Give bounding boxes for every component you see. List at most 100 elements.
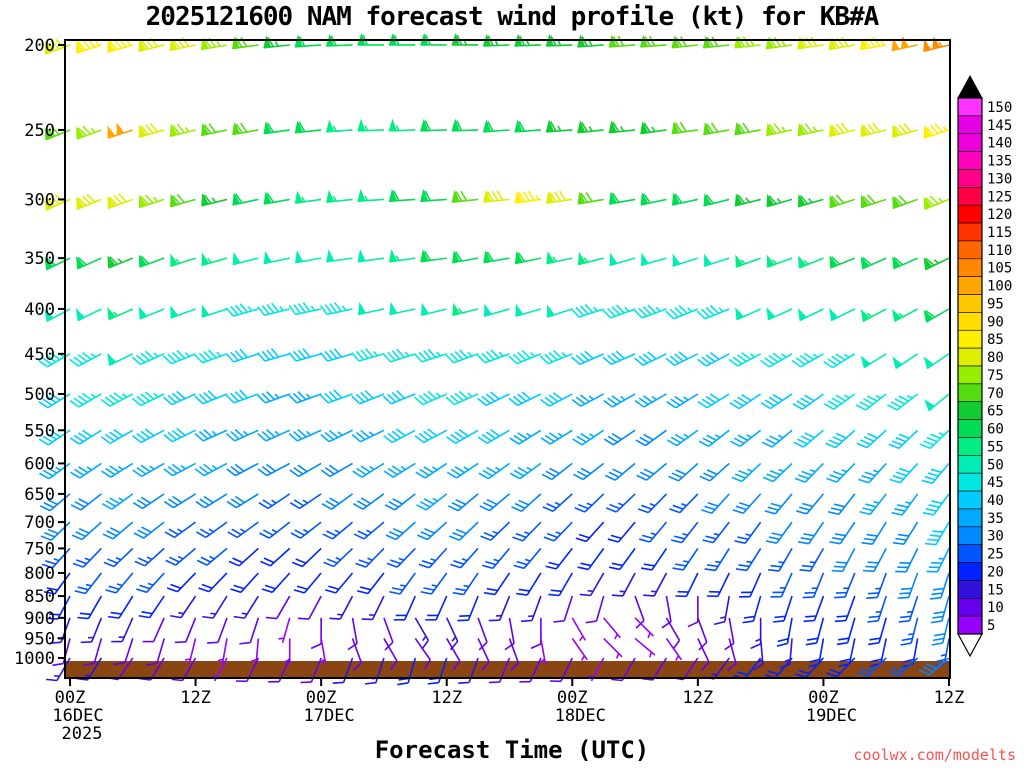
wind-barb bbox=[166, 572, 197, 593]
wind-barb bbox=[352, 462, 385, 478]
wind-barb bbox=[603, 617, 622, 640]
wind-barb bbox=[602, 350, 636, 366]
wind-barb bbox=[146, 638, 165, 666]
wind-barb bbox=[294, 120, 322, 134]
wind-barb bbox=[170, 253, 196, 267]
wind-barb bbox=[836, 617, 856, 646]
wind-barb bbox=[232, 121, 259, 136]
wind-barb bbox=[921, 462, 950, 485]
wind-barb bbox=[540, 392, 573, 407]
wind-barb bbox=[420, 188, 447, 203]
wind-barb bbox=[76, 38, 102, 54]
wind-barb bbox=[672, 547, 699, 571]
axis-text: 120 bbox=[987, 207, 1012, 223]
wind-barb bbox=[539, 350, 573, 365]
wind-barb bbox=[697, 617, 708, 651]
wind-barb bbox=[488, 595, 511, 622]
wind-barb bbox=[545, 119, 573, 133]
wind-barb bbox=[508, 638, 520, 672]
wind-barb bbox=[867, 595, 887, 623]
wind-barb bbox=[383, 462, 416, 478]
wind-barb bbox=[384, 493, 416, 511]
wind-barb bbox=[585, 595, 605, 624]
wind-barb bbox=[897, 572, 919, 600]
wind-barb bbox=[482, 547, 511, 570]
colorbar-segment bbox=[957, 508, 983, 528]
wind-barb bbox=[729, 393, 762, 410]
wind-barb bbox=[169, 37, 196, 52]
wind-barb bbox=[386, 547, 416, 568]
wind-barb bbox=[923, 353, 950, 370]
wind-barb bbox=[512, 521, 542, 542]
wind-barb bbox=[263, 191, 290, 205]
wind-barb bbox=[760, 352, 793, 368]
wind-barb bbox=[514, 119, 541, 133]
wind-barb bbox=[111, 617, 134, 643]
axis-text: 350 bbox=[24, 249, 55, 269]
wind-barb bbox=[382, 390, 416, 405]
wind-barb bbox=[764, 493, 793, 515]
colorbar-segment bbox=[957, 580, 983, 599]
wind-barb bbox=[734, 121, 761, 136]
wind-barb bbox=[69, 392, 102, 408]
wind-barb bbox=[319, 389, 353, 404]
wind-barb bbox=[289, 493, 322, 510]
wind-barb bbox=[131, 391, 165, 407]
wind-barb bbox=[634, 595, 645, 629]
wind-barb bbox=[164, 521, 197, 539]
wind-barb bbox=[108, 595, 134, 619]
colorbar-segment bbox=[957, 383, 983, 403]
wind-barb bbox=[571, 350, 605, 366]
wind-barb bbox=[388, 249, 416, 263]
wind-barb bbox=[643, 572, 668, 597]
wind-barb bbox=[734, 193, 761, 207]
wind-barb bbox=[451, 118, 479, 132]
wind-barb bbox=[509, 429, 542, 445]
wind-barb bbox=[513, 547, 542, 570]
wind-barb bbox=[83, 638, 103, 666]
colorbar-segment bbox=[957, 222, 983, 242]
wind-barb bbox=[361, 595, 385, 621]
axis-text: 400 bbox=[24, 300, 55, 320]
x-axis-label: Forecast Time (UTC) bbox=[374, 736, 650, 764]
axis-text: 00Z bbox=[306, 688, 337, 708]
wind-barb bbox=[829, 122, 856, 138]
colorbar-segment bbox=[957, 294, 983, 313]
wind-barb bbox=[888, 429, 919, 450]
wind-barb bbox=[477, 429, 510, 444]
wind-barb bbox=[80, 617, 103, 644]
wind-barb bbox=[515, 303, 542, 317]
wind-barb bbox=[134, 547, 165, 567]
wind-barb bbox=[265, 595, 291, 620]
wind-barb bbox=[200, 122, 228, 137]
wind-barb bbox=[355, 547, 385, 568]
axis-text: 20 bbox=[987, 564, 1004, 580]
axis-text: 65 bbox=[987, 404, 1004, 420]
wind-barb bbox=[514, 250, 542, 265]
wind-barb bbox=[863, 548, 887, 573]
axis-text: 1000 bbox=[14, 649, 55, 669]
wind-barb bbox=[70, 493, 102, 511]
wind-barb bbox=[795, 493, 825, 515]
axis-text: 16DEC bbox=[52, 706, 103, 726]
colorbar-segment bbox=[957, 115, 983, 135]
wind-barb bbox=[735, 547, 762, 572]
axis-text: 50 bbox=[987, 457, 1004, 473]
wind-barb bbox=[577, 191, 604, 205]
axis-text: 135 bbox=[987, 154, 1012, 170]
wind-barb bbox=[445, 617, 459, 651]
wind-barb bbox=[288, 391, 322, 404]
wind-barb bbox=[540, 429, 573, 445]
wind-barb bbox=[289, 462, 322, 478]
wind-barb bbox=[834, 572, 856, 599]
wind-barb bbox=[825, 429, 856, 449]
wind-barb bbox=[257, 391, 291, 404]
wind-barb bbox=[325, 572, 354, 594]
wind-barb bbox=[425, 595, 448, 621]
axis-text: 40 bbox=[987, 493, 1004, 509]
wind-barb bbox=[383, 638, 398, 671]
wind-barb bbox=[639, 34, 667, 48]
wind-barb bbox=[484, 572, 511, 596]
wind-barb bbox=[163, 427, 196, 443]
